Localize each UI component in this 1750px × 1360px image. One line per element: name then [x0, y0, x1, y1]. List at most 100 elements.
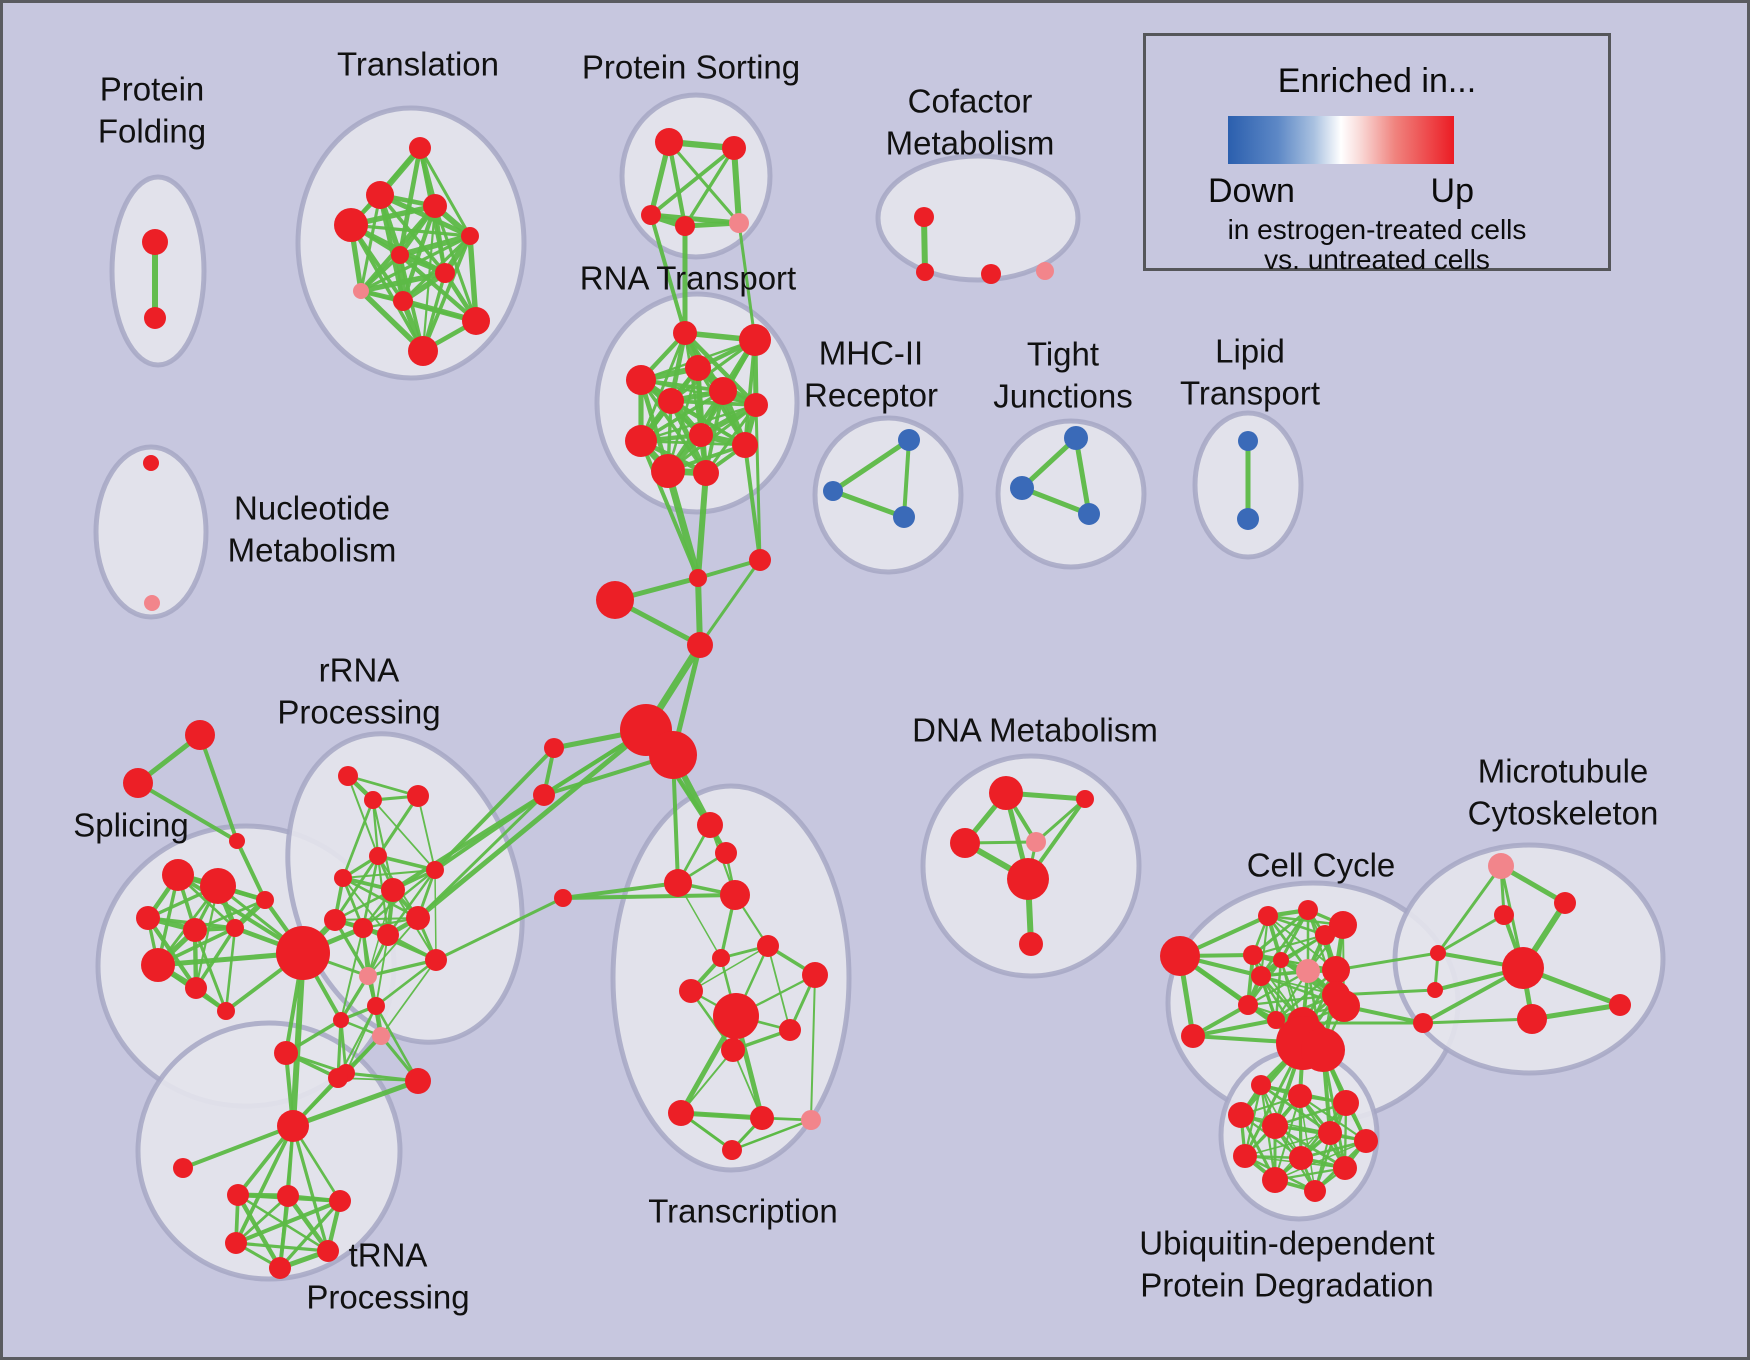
network-node: [544, 738, 564, 758]
network-node: [779, 1019, 801, 1041]
network-node: [596, 581, 634, 619]
network-node: [1328, 990, 1360, 1022]
network-edge: [669, 399, 758, 407]
network-node: [1354, 1129, 1378, 1153]
network-edge: [1034, 797, 1087, 844]
network-edge: [639, 331, 687, 443]
cluster-label-nucleotide: Metabolism: [228, 532, 397, 569]
cluster-labels: Protein Folding Translation Protein Sorting…: [73, 46, 1658, 1316]
cluster-label-dna: DNA Metabolism: [912, 712, 1158, 749]
network-node: [381, 878, 405, 902]
network-edge: [664, 467, 702, 582]
network-edge: [1273, 1124, 1347, 1170]
network-node: [183, 918, 207, 942]
network-edge: [347, 775, 379, 857]
network-nodes: [123, 128, 1631, 1279]
network-node: [1233, 1144, 1257, 1168]
network-node: [256, 891, 274, 909]
network-node: [744, 393, 768, 417]
network-edge: [1251, 933, 1327, 957]
network-edge: [1274, 1140, 1367, 1181]
network-node: [687, 632, 713, 658]
network-edge: [743, 338, 757, 447]
legend-subtitle-line2: vs. untreated cells: [1264, 244, 1490, 275]
cluster-label-ubiquitin: Ubiquitin-dependent: [1139, 1225, 1434, 1262]
cluster-label-translation: Translation: [337, 46, 499, 83]
network-edge: [743, 443, 762, 562]
network-canvas: Protein Folding Translation Protein Sorting…: [73, 46, 1666, 1316]
network-edge: [1299, 1095, 1316, 1192]
network-node: [435, 263, 455, 283]
network-node: [1237, 508, 1259, 530]
network-node: [1298, 900, 1318, 920]
network-edge: [359, 193, 382, 293]
network-edge: [1073, 435, 1092, 517]
network-edge: [278, 1199, 342, 1270]
network-edge: [433, 204, 478, 323]
network-edge: [730, 1118, 813, 1152]
network-edge: [698, 558, 762, 647]
network-node: [1064, 426, 1088, 450]
network-edge: [417, 795, 436, 871]
network-node: [405, 1068, 431, 1094]
network-node: [641, 205, 661, 225]
network-node: [391, 246, 409, 264]
network-edge: [695, 470, 709, 581]
network-node: [269, 1257, 291, 1279]
network-node: [200, 868, 236, 904]
network-node: [722, 1140, 742, 1160]
network-edge: [561, 893, 737, 900]
network-edge: [680, 1049, 734, 1114]
network-node: [1315, 925, 1335, 945]
network-node: [721, 1038, 745, 1062]
legend-box: Enriched in... Down Up in estrogen-treat…: [1143, 33, 1611, 275]
network-node: [1502, 947, 1544, 989]
network-edge: [1251, 908, 1310, 957]
network-edge: [333, 916, 420, 922]
network-edge: [418, 146, 472, 238]
network-node: [1488, 853, 1514, 879]
network-node: [1262, 1167, 1288, 1193]
network-node: [142, 229, 168, 255]
network-node: [658, 388, 684, 414]
legend-down-label: Down: [1208, 172, 1295, 210]
network-node: [722, 136, 746, 160]
network-node: [317, 1240, 339, 1262]
network-node: [1076, 790, 1094, 808]
network-node: [625, 425, 657, 457]
network-edge: [397, 233, 473, 258]
network-node: [989, 776, 1023, 810]
network-node: [407, 785, 429, 807]
network-edge: [234, 1241, 330, 1253]
network-node: [668, 1100, 694, 1126]
network-edge: [366, 958, 438, 978]
network-node: [229, 833, 245, 849]
network-edge: [1274, 1095, 1301, 1181]
network-edge: [233, 1198, 343, 1246]
network-edge: [333, 854, 380, 922]
network-edge: [467, 233, 479, 324]
network-edge: [234, 1124, 295, 1245]
network-node: [1609, 994, 1631, 1016]
cluster-label-cofactor: Cofactor: [908, 83, 1033, 120]
network-edge: [1274, 958, 1283, 1022]
network-node: [626, 365, 656, 395]
network-node: [329, 1190, 351, 1212]
network-edge: [1244, 1132, 1331, 1157]
legend-title: Enriched in...: [1277, 62, 1477, 100]
cluster-label-protein-folding: Folding: [98, 113, 206, 150]
network-node: [1160, 936, 1200, 976]
network-node: [393, 291, 413, 311]
network-edge: [561, 881, 680, 900]
network-node: [916, 263, 934, 281]
network-edge: [830, 488, 907, 520]
network-node: [1262, 1113, 1288, 1139]
network-edge: [639, 439, 700, 580]
network-node: [426, 861, 444, 879]
cluster-label-protein-folding: Protein: [100, 71, 205, 108]
network-edge: [371, 798, 380, 858]
network-node: [651, 454, 685, 488]
network-edge: [669, 399, 747, 447]
network-node: [364, 791, 382, 809]
cluster-label-splicing: Splicing: [73, 807, 189, 844]
